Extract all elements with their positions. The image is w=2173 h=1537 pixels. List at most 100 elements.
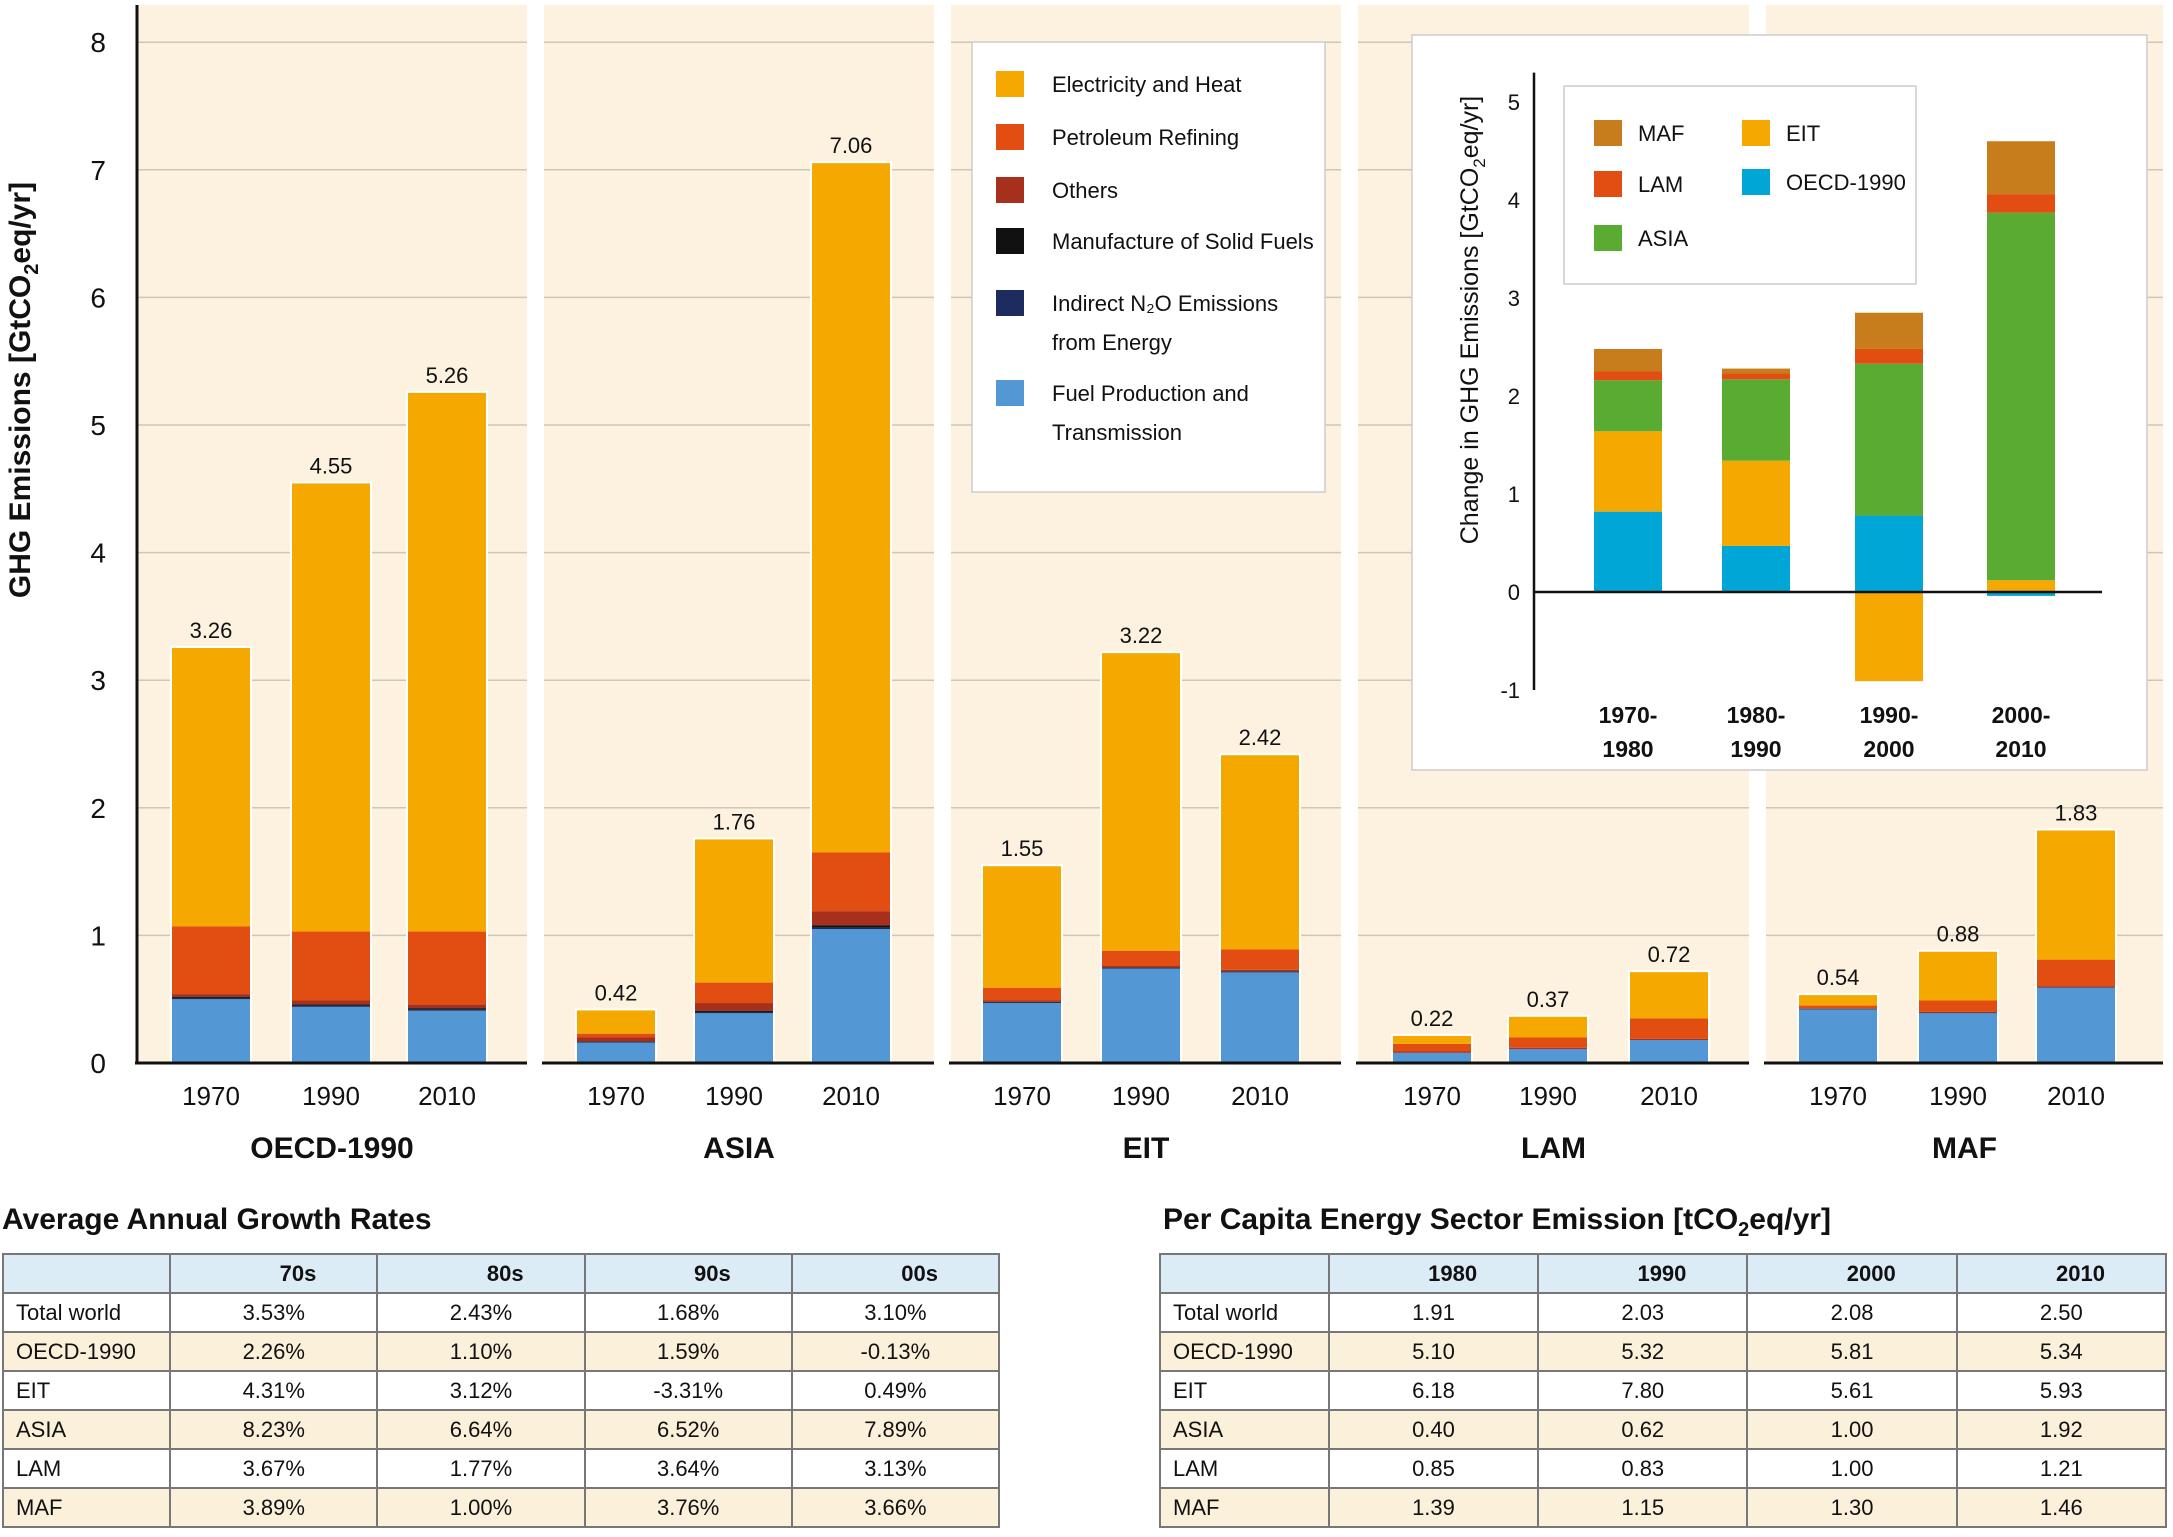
bar-total-label: 7.06 xyxy=(830,133,873,158)
inset-bar-segment xyxy=(1986,212,2056,581)
bar-segment xyxy=(576,1037,656,1042)
table-row: Total world 1.91 2.03 2.08 2.50 xyxy=(1159,1292,2168,1333)
table-cell: 1.68% xyxy=(583,1292,793,1333)
x-tick-label: 1990 xyxy=(302,1081,360,1111)
table-row: OECD-1990 2.26% 1.10% 1.59% -0.13% xyxy=(1,1331,1001,1372)
row-label: EIT xyxy=(1159,1370,1330,1411)
legend-label: Indirect N₂O Emissions xyxy=(1052,291,1278,316)
inset-x-tick-label: 1990- xyxy=(1860,702,1919,728)
bar-segment xyxy=(811,852,891,912)
row-label: OECD-1990 xyxy=(1,1331,172,1372)
bar-segment xyxy=(1392,1052,1472,1063)
column-header: 2010 xyxy=(1955,1253,2168,1294)
column-header: 80s xyxy=(376,1253,586,1294)
bar-segment xyxy=(1101,967,1181,969)
bar-segment xyxy=(291,1000,371,1005)
bar-segment xyxy=(1508,1037,1588,1048)
x-tick-label: 1990 xyxy=(1112,1081,1170,1111)
bar-total-label: 1.55 xyxy=(1001,836,1044,861)
inset-bar-segment xyxy=(1593,347,1663,372)
bar-segment xyxy=(171,999,251,1063)
bar-segment xyxy=(2036,959,2116,987)
x-tick-label: 1990 xyxy=(1519,1081,1577,1111)
bar-segment xyxy=(291,482,371,932)
y-tick-label: 8 xyxy=(90,27,106,58)
table-cell: 7.80 xyxy=(1537,1370,1749,1411)
bar-segment xyxy=(982,987,1062,1001)
table-cell: 0.62 xyxy=(1537,1409,1749,1450)
region-label: EIT xyxy=(1123,1132,1170,1165)
inset-y-axis-label: Change in GHG Emissions [GtCO2eq/yr] xyxy=(1456,96,1489,545)
inset-y-tick-label: 4 xyxy=(1508,188,1520,213)
bar-segment xyxy=(811,162,891,853)
x-tick-label: 2010 xyxy=(1231,1081,1289,1111)
bar-segment xyxy=(407,391,487,932)
growth-rates-table: 70s 80s 90s 00s Total world 3.53% 2.43% 1.68% 3.… xyxy=(1,1253,1001,1528)
table-cell: 5.10 xyxy=(1327,1331,1540,1372)
table-cell: 6.18 xyxy=(1327,1370,1540,1411)
bar-segment xyxy=(171,647,251,927)
table-cell: 2.43% xyxy=(376,1292,586,1333)
bar-total-label: 0.42 xyxy=(595,980,638,1005)
inset-bar-segment xyxy=(1721,367,1791,374)
table-cell: 2.03 xyxy=(1537,1292,1749,1333)
table-cell: 3.76% xyxy=(583,1487,793,1528)
bar-segment xyxy=(1918,950,1998,1001)
legend-label: Fuel Production and xyxy=(1052,381,1249,406)
bar-segment xyxy=(2036,986,2116,988)
emissions-chart: 3.2619704.5519905.262010OECD-19900.42197… xyxy=(4,5,2163,1165)
bar-segment xyxy=(1629,1038,1709,1041)
table-cell: 1.46 xyxy=(1955,1487,2168,1528)
table-cell: 6.52% xyxy=(583,1409,793,1450)
table-row: LAM 3.67% 1.77% 3.64% 3.13% xyxy=(1,1448,1001,1489)
table-cell: 7.89% xyxy=(790,1409,1001,1450)
inset-legend-label: ASIA xyxy=(1638,226,1688,251)
inset-bar-segment xyxy=(1986,592,2056,597)
legend-label: Others xyxy=(1052,178,1118,203)
region-label: MAF xyxy=(1932,1132,1997,1165)
bar-segment xyxy=(2036,987,2116,988)
bar-segment xyxy=(982,1003,1062,1063)
bar-segment xyxy=(1508,1048,1588,1063)
y-tick-label: 0 xyxy=(90,1048,106,1079)
x-tick-label: 1990 xyxy=(1929,1081,1987,1111)
bar-segment xyxy=(291,1004,371,1006)
legend-swatch xyxy=(996,228,1024,254)
row-label: MAF xyxy=(1159,1487,1330,1528)
legend-label: from Energy xyxy=(1052,330,1172,355)
bar-segment xyxy=(291,931,371,1001)
bar-segment xyxy=(1101,950,1181,967)
inset-bar-outline xyxy=(1853,310,1925,684)
table-cell: 1.39 xyxy=(1327,1487,1540,1528)
table-row: ASIA 8.23% 6.64% 6.52% 7.89% xyxy=(1,1409,1001,1450)
inset-legend-swatch xyxy=(1742,120,1770,146)
table-cell: -3.31% xyxy=(583,1370,793,1411)
x-tick-label: 2010 xyxy=(822,1081,880,1111)
bar-segment xyxy=(407,1008,487,1010)
table-corner xyxy=(1159,1253,1330,1294)
table-cell: 1.00 xyxy=(1746,1409,1958,1450)
bar-segment xyxy=(576,1041,656,1043)
bar-segment xyxy=(576,1042,656,1063)
table-cell: 1.10% xyxy=(376,1331,586,1372)
bar-segment xyxy=(1629,971,1709,1019)
bar-segment xyxy=(1918,1000,1998,1012)
inset-bar-segment xyxy=(1721,545,1791,592)
inset-legend-label: EIT xyxy=(1786,121,1820,146)
inset-legend-swatch xyxy=(1594,171,1622,197)
table-row: OECD-1990 5.10 5.32 5.81 5.34 xyxy=(1159,1331,2168,1372)
bar-total-label: 3.22 xyxy=(1120,623,1163,648)
bar-total-label: 2.42 xyxy=(1239,725,1282,750)
bar-segment xyxy=(576,1009,656,1034)
inset-legend-swatch xyxy=(1594,120,1622,146)
bar-total-label: 0.72 xyxy=(1648,942,1691,967)
bar-segment xyxy=(1798,994,1878,1006)
table-cell: 2.08 xyxy=(1746,1292,1958,1333)
y-axis-label: GHG Emissions [GtCO2eq/yr] xyxy=(4,182,43,598)
inset-bar-segment xyxy=(1986,194,2056,213)
table-cell: 2.26% xyxy=(169,1331,379,1372)
inset-x-tick-label: 1980 xyxy=(1602,736,1653,762)
bar-segment xyxy=(1392,1043,1472,1052)
legend-label: Petroleum Refining xyxy=(1052,125,1239,150)
bar-segment xyxy=(982,1000,1062,1002)
